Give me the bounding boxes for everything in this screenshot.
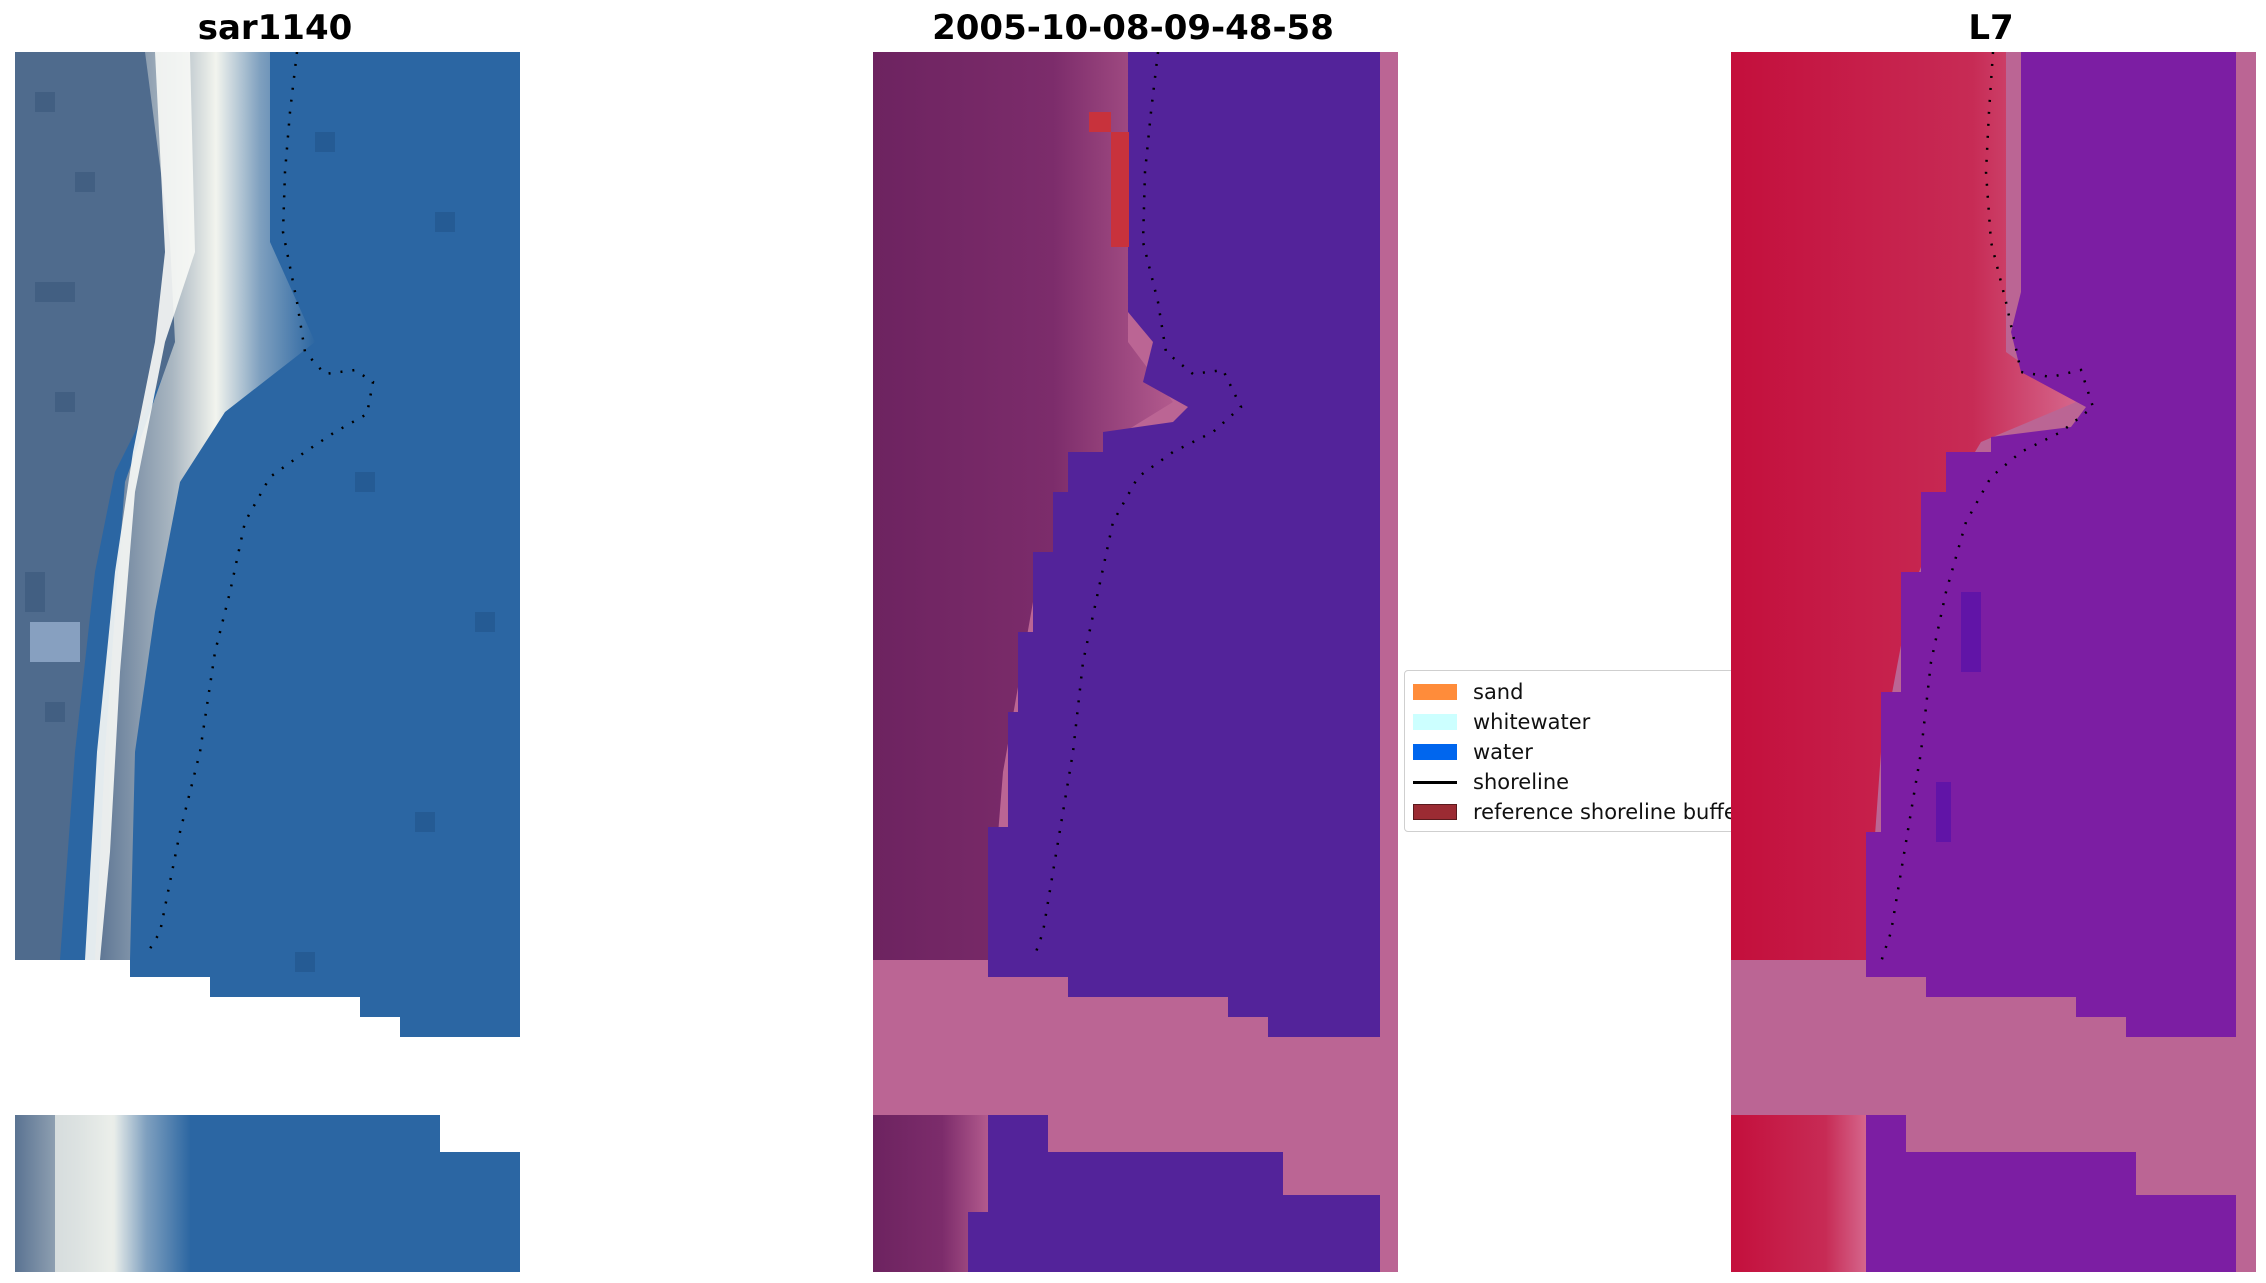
legend-item-whitewater: whitewater bbox=[1413, 709, 1590, 735]
legend-label: water bbox=[1473, 740, 1533, 764]
rgb-lower-water bbox=[190, 1115, 440, 1272]
legend-label: shoreline bbox=[1473, 770, 1570, 794]
l7-image bbox=[1731, 52, 2256, 1272]
shoreline-line-icon bbox=[1413, 780, 1457, 784]
legend-label: reference shoreline buffer bbox=[1473, 800, 1736, 824]
panel-title-classified: 2005-10-08-09-48-58 bbox=[932, 8, 1334, 48]
l7-lower-water bbox=[1866, 1115, 2236, 1272]
reference-buffer-swatch bbox=[1413, 804, 1457, 820]
legend-item-sand: sand bbox=[1413, 679, 1523, 705]
classified-image bbox=[873, 52, 1398, 1272]
l7-land-area bbox=[1731, 52, 2076, 960]
legend: sand whitewater water shoreline referenc… bbox=[1404, 670, 1736, 832]
classified-lower-water bbox=[968, 1115, 1380, 1272]
reference-buffer-patch bbox=[1089, 112, 1111, 132]
panel-title-l7: L7 bbox=[1968, 8, 2014, 48]
sand-swatch bbox=[1413, 684, 1457, 700]
rgb-satellite-image bbox=[15, 52, 520, 1272]
panel-title-rgb: sar1140 bbox=[197, 8, 353, 48]
classified-water-area bbox=[988, 52, 1380, 1037]
legend-item-reference-buffer: reference shoreline buffer bbox=[1413, 799, 1736, 825]
legend-label: sand bbox=[1473, 680, 1524, 704]
classified-land-area bbox=[873, 52, 1173, 960]
rgb-land-area bbox=[15, 52, 175, 960]
legend-item-water: water bbox=[1413, 739, 1533, 765]
rgb-beach-strip bbox=[95, 52, 315, 960]
whitewater-swatch bbox=[1413, 714, 1457, 730]
l7-water-area bbox=[1866, 52, 2236, 1037]
legend-label: whitewater bbox=[1473, 710, 1591, 734]
rgb-shoreline bbox=[146, 52, 375, 953]
water-swatch bbox=[1413, 744, 1457, 760]
legend-item-shoreline: shoreline bbox=[1413, 769, 1569, 795]
